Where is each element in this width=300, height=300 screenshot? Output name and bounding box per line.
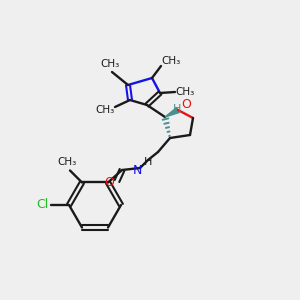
Polygon shape	[165, 107, 179, 117]
Text: CH₃: CH₃	[161, 56, 181, 66]
Text: O: O	[181, 98, 191, 112]
Text: Cl: Cl	[36, 199, 48, 212]
Text: CH₃: CH₃	[95, 105, 115, 115]
Text: N: N	[132, 164, 142, 176]
Text: O: O	[104, 176, 114, 190]
Text: CH₃: CH₃	[100, 59, 120, 69]
Text: H: H	[173, 104, 181, 114]
Text: H: H	[144, 157, 152, 167]
Text: CH₃: CH₃	[57, 158, 76, 167]
Text: CH₃: CH₃	[176, 87, 195, 97]
